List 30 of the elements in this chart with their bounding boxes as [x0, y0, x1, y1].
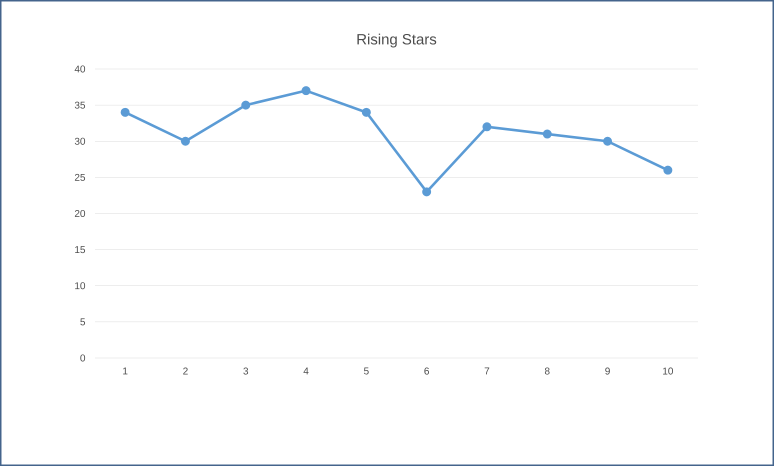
- x-tick-label: 4: [304, 368, 309, 374]
- point: [362, 108, 371, 117]
- y-tick-label: 40: [74, 65, 86, 73]
- y-tick-label: 10: [75, 282, 86, 290]
- point: [120, 108, 130, 117]
- y-tick-label: 30: [74, 138, 86, 145]
- x-tick-label: 3: [243, 368, 248, 375]
- point: [241, 100, 250, 110]
- y-tick-label: 20: [74, 210, 86, 218]
- point: [663, 166, 672, 175]
- y-tick-label: 35: [74, 102, 86, 109]
- x-tick-label: 2: [183, 368, 188, 374]
- point: [302, 86, 311, 96]
- x-tick-label: 5: [364, 368, 369, 374]
- x-tick-label: 7: [484, 368, 490, 374]
- point: [422, 187, 432, 196]
- x-tick-label: 6: [424, 368, 429, 375]
- point: [482, 122, 492, 132]
- chart-title: Rising Stars: [357, 34, 436, 48]
- y-tick-label: 0: [80, 354, 86, 362]
- x-tick-label: 10: [663, 368, 674, 375]
- y-tick-label: 15: [75, 246, 86, 254]
- point: [542, 130, 552, 139]
- x-tick-label: 9: [605, 368, 610, 375]
- x-tick-label: 8: [544, 368, 550, 375]
- y-tick-label: 5: [80, 318, 86, 326]
- x-tick-label: 1: [123, 368, 128, 374]
- y-tick-label: 25: [74, 174, 86, 181]
- point: [180, 136, 190, 146]
- point: [603, 136, 612, 146]
